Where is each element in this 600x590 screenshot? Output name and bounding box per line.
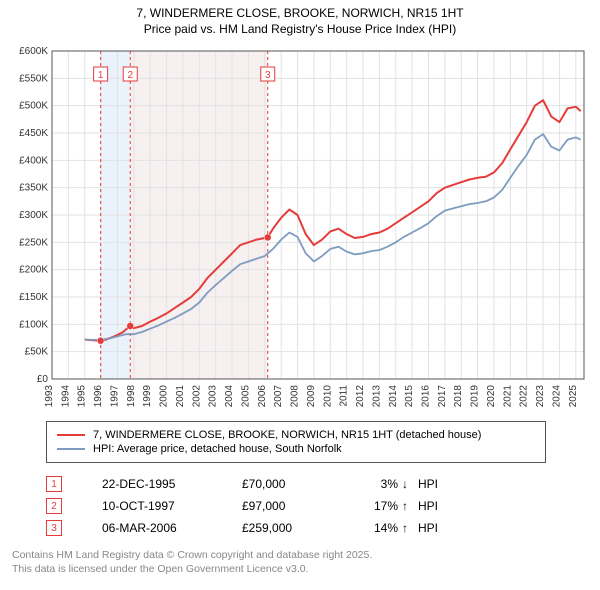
x-tick-label: 2013 [371,385,382,408]
sale-date: 22-DEC-1995 [102,477,242,491]
x-tick-label: 1994 [60,385,71,408]
y-tick-label: £50K [25,347,49,358]
attribution-line1: Contains HM Land Registry data © Crown c… [12,549,590,563]
x-tick-label: 2020 [486,385,497,408]
x-tick-label: 2007 [273,385,284,408]
line-chart: £0 £50K £100K £150K £200K £250K £300K £350K £400… [10,43,590,413]
sale-row: 1 22-DEC-1995£70,0003%↓HPI [46,473,590,495]
y-tick-label: £450K [19,128,48,139]
x-tick-label: 2003 [208,385,219,408]
y-tick-label: £400K [19,156,48,167]
x-tick-label: 2015 [404,385,415,408]
x-tick-label: 1997 [109,385,120,408]
y-tick-label: £500K [19,101,48,112]
x-tick-label: 2016 [420,385,431,408]
x-tick-label: 1993 [44,385,55,408]
y-tick-label: £200K [19,265,48,276]
x-tick-label: 2021 [502,385,513,408]
sale-pct: 14% [362,521,402,535]
sale-dot [264,234,271,241]
chart-container: { "title_line1": "7, WINDERMERE CLOSE, B… [0,0,600,590]
x-tick-label: 2008 [290,385,301,408]
x-tick-label: 1998 [126,385,137,408]
sale-hpi-label: HPI [418,499,438,513]
sale-marker-label: 1 [98,70,104,81]
attribution-line2: This data is licensed under the Open Gov… [12,563,590,577]
sale-date: 06-MAR-2006 [102,521,242,535]
x-tick-label: 2006 [257,385,268,408]
x-tick-label: 2012 [355,385,366,408]
title-line1: 7, WINDERMERE CLOSE, BROOKE, NORWICH, NR… [0,6,600,22]
sale-date: 10-OCT-1997 [102,499,242,513]
x-tick-label: 1999 [142,385,153,408]
x-tick-label: 2001 [175,385,186,408]
attribution: Contains HM Land Registry data © Crown c… [12,549,590,576]
sale-marker: 1 [46,476,62,492]
sale-hpi-label: HPI [418,521,438,535]
sale-price: £97,000 [242,499,362,513]
y-tick-label: £250K [19,238,48,249]
x-tick-label: 2002 [191,385,202,408]
x-tick-label: 1996 [93,385,104,408]
x-tick-label: 2019 [470,385,481,408]
legend-swatch [57,448,85,450]
x-tick-label: 2024 [551,385,562,408]
x-tick-label: 2011 [339,385,350,407]
x-tick-label: 2017 [437,385,448,408]
sales-table: 122-DEC-1995£70,0003%↓HPI210-OCT-1997£97… [46,473,590,539]
chart-title: 7, WINDERMERE CLOSE, BROOKE, NORWICH, NR… [0,0,600,39]
x-tick-label: 2018 [453,385,464,408]
x-tick-label: 2009 [306,385,317,408]
sale-row: 3 06-MAR-2006£259,00014%↑HPI [46,517,590,539]
arrow-up-icon: ↑ [402,521,418,535]
legend: 7, WINDERMERE CLOSE, BROOKE, NORWICH, NR… [46,421,546,463]
y-tick-label: £0 [37,374,49,385]
sale-marker: 2 [46,498,62,514]
sale-pct: 3% [362,477,402,491]
legend-row: HPI: Average price, detached house, Sout… [57,442,535,456]
arrow-down-icon: ↓ [402,477,418,491]
x-tick-label: 2005 [240,385,251,408]
x-tick-label: 2000 [159,385,170,408]
sale-marker-label: 3 [265,70,271,81]
sale-marker-label: 2 [127,70,133,81]
x-tick-label: 2022 [519,385,530,408]
y-tick-label: £600K [19,46,48,57]
legend-label: HPI: Average price, detached house, Sout… [93,443,342,455]
sale-price: £70,000 [242,477,362,491]
y-tick-label: £550K [19,74,48,85]
sale-dot [127,323,134,330]
sale-row: 2 10-OCT-1997£97,00017%↑HPI [46,495,590,517]
sale-marker: 3 [46,520,62,536]
chart-area: £0 £50K £100K £150K £200K £250K £300K £350K £400… [10,43,590,413]
x-tick-label: 2004 [224,385,235,408]
legend-label: 7, WINDERMERE CLOSE, BROOKE, NORWICH, NR… [93,429,481,441]
x-tick-label: 2025 [568,385,579,408]
sale-dot [97,337,104,344]
sale-pct: 17% [362,499,402,513]
title-line2: Price paid vs. HM Land Registry's House … [0,22,600,38]
legend-swatch [57,434,85,436]
x-tick-label: 2014 [388,385,399,408]
x-tick-label: 2010 [322,385,333,408]
sale-hpi-label: HPI [418,477,438,491]
y-tick-label: £350K [19,183,48,194]
y-tick-label: £300K [19,210,48,221]
sale-price: £259,000 [242,521,362,535]
y-tick-label: £100K [19,320,48,331]
legend-row: 7, WINDERMERE CLOSE, BROOKE, NORWICH, NR… [57,428,535,442]
x-tick-label: 1995 [77,385,88,408]
x-tick-label: 2023 [535,385,546,408]
arrow-up-icon: ↑ [402,499,418,513]
y-tick-label: £150K [19,292,48,303]
